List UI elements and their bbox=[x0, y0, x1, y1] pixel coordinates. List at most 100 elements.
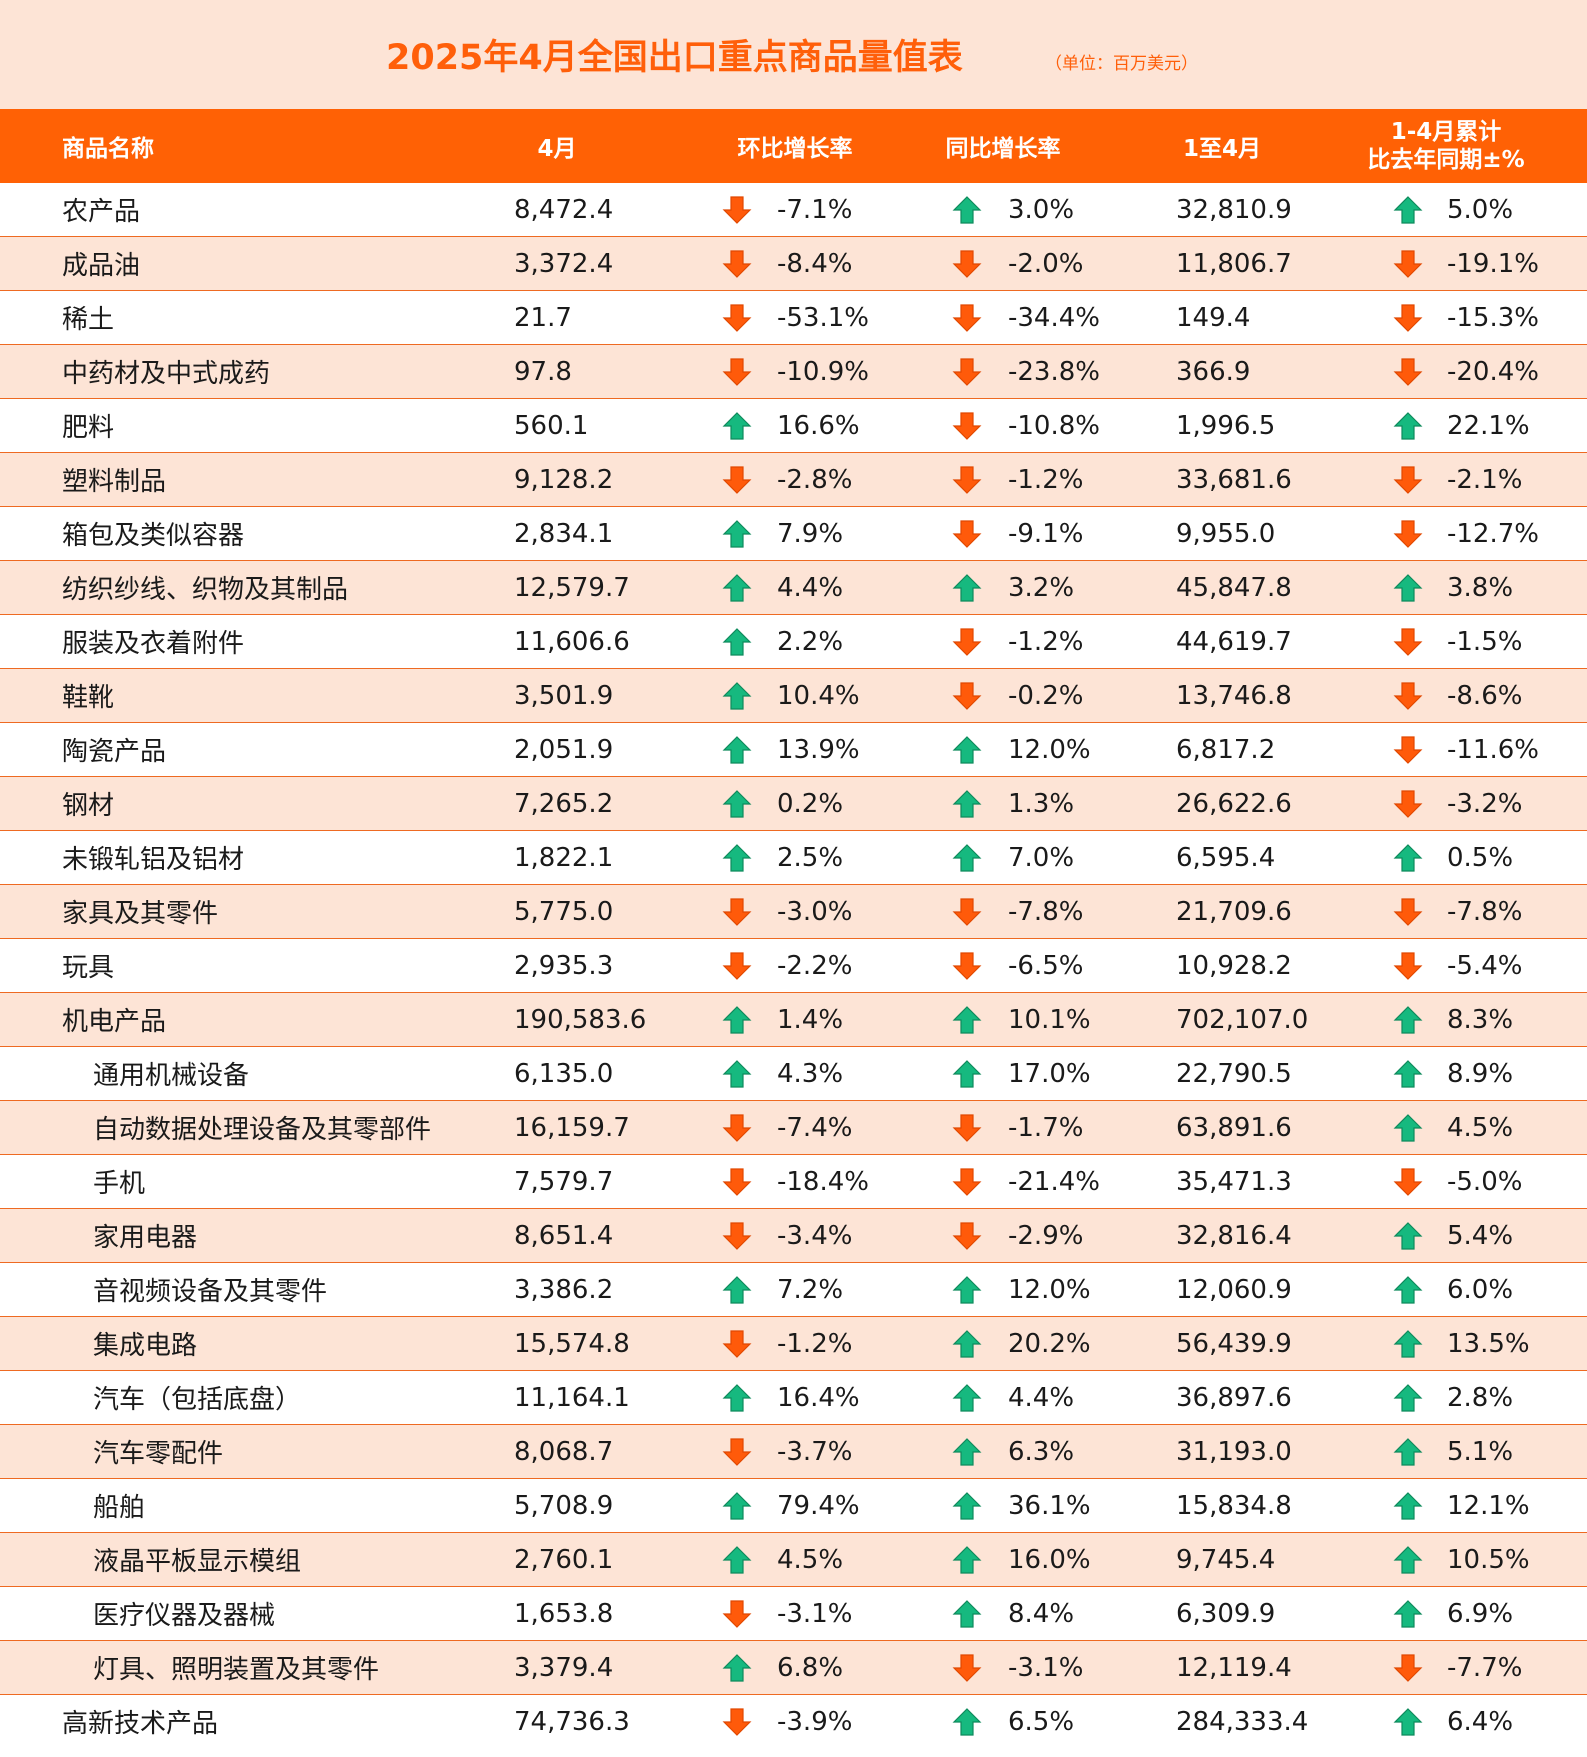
cum-change-arrow-up-icon bbox=[1393, 1491, 1423, 1521]
table-row: 高新技术产品 74,736.3 -3.9% 6.5% 284,333.4 6.4… bbox=[0, 1695, 1587, 1757]
yoy-arrow-up-icon bbox=[952, 1383, 982, 1413]
table-row: 汽车（包括底盘） 11,164.1 16.4% 4.4% 36,897.6 2.… bbox=[0, 1371, 1587, 1425]
cum-change-rate: -12.7% bbox=[1447, 518, 1539, 549]
table-row: 汽车零配件 8,068.7 -3.7% 6.3% 31,193.0 5.1% bbox=[0, 1425, 1587, 1479]
mom-arrow-down-icon bbox=[722, 249, 752, 279]
cum-change-arrow-up-icon bbox=[1393, 1383, 1423, 1413]
cum-change-rate: 8.9% bbox=[1447, 1058, 1514, 1089]
product-name: 玩具 bbox=[62, 953, 115, 983]
mom-arrow-down-icon bbox=[722, 1707, 752, 1737]
cum-change-rate: -20.4% bbox=[1447, 356, 1539, 387]
page-title: 2025年4月全国出口重点商品量值表 bbox=[386, 38, 963, 78]
yoy-arrow-up-icon bbox=[952, 1275, 982, 1305]
april-value: 3,501.9 bbox=[514, 680, 614, 711]
cumulative-value: 36,897.6 bbox=[1176, 1382, 1292, 1413]
table-row: 集成电路 15,574.8 -1.2% 20.2% 56,439.9 13.5% bbox=[0, 1317, 1587, 1371]
cumulative-value: 32,816.4 bbox=[1176, 1220, 1292, 1251]
yoy-rate: 3.0% bbox=[1008, 194, 1075, 225]
yoy-arrow-up-icon bbox=[952, 735, 982, 765]
table-row: 稀土 21.7 -53.1% -34.4% 149.4 -15.3% bbox=[0, 291, 1587, 345]
april-value: 8,068.7 bbox=[514, 1436, 614, 1467]
mom-arrow-up-icon bbox=[722, 1275, 752, 1305]
product-name: 家用电器 bbox=[93, 1223, 198, 1253]
april-value: 8,651.4 bbox=[514, 1220, 614, 1251]
yoy-rate: 17.0% bbox=[1008, 1058, 1091, 1089]
product-name: 陶瓷产品 bbox=[62, 737, 167, 767]
april-value: 16,159.7 bbox=[514, 1112, 630, 1143]
cum-change-rate: 5.4% bbox=[1447, 1220, 1514, 1251]
table-row: 液晶平板显示模组 2,760.1 4.5% 16.0% 9,745.4 10.5… bbox=[0, 1533, 1587, 1587]
cumulative-value: 31,193.0 bbox=[1176, 1436, 1292, 1467]
mom-rate: -3.0% bbox=[777, 896, 853, 927]
mom-rate: -2.8% bbox=[777, 464, 853, 495]
header-mom: 环比增长率 bbox=[737, 136, 853, 162]
cum-change-rate: -5.4% bbox=[1447, 950, 1523, 981]
product-name: 未锻轧铝及铝材 bbox=[62, 845, 245, 875]
cum-change-arrow-up-icon bbox=[1393, 1599, 1423, 1629]
cum-change-arrow-up-icon bbox=[1393, 411, 1423, 441]
cumulative-value: 12,060.9 bbox=[1176, 1274, 1292, 1305]
cum-change-rate: 13.5% bbox=[1447, 1328, 1530, 1359]
april-value: 2,935.3 bbox=[514, 950, 614, 981]
cumulative-value: 33,681.6 bbox=[1176, 464, 1292, 495]
yoy-arrow-down-icon bbox=[952, 1113, 982, 1143]
mom-rate: 6.8% bbox=[777, 1652, 844, 1683]
cum-change-arrow-up-icon bbox=[1393, 1545, 1423, 1575]
yoy-rate: -23.8% bbox=[1008, 356, 1100, 387]
yoy-arrow-up-icon bbox=[952, 1599, 982, 1629]
header-cum-change-line1: 1-4月累计 bbox=[1390, 119, 1502, 145]
cum-change-rate: 22.1% bbox=[1447, 410, 1530, 441]
april-value: 1,822.1 bbox=[514, 842, 614, 873]
cum-change-arrow-up-icon bbox=[1393, 1707, 1423, 1737]
yoy-rate: 8.4% bbox=[1008, 1598, 1075, 1629]
export-table: 商品名称 4月 环比增长率 同比增长率 1至4月 1-4月累计 比去年同期±% … bbox=[0, 109, 1587, 1757]
cumulative-value: 22,790.5 bbox=[1176, 1058, 1292, 1089]
table-row: 音视频设备及其零件 3,386.2 7.2% 12.0% 12,060.9 6.… bbox=[0, 1263, 1587, 1317]
yoy-arrow-up-icon bbox=[952, 1707, 982, 1737]
yoy-rate: 3.2% bbox=[1008, 572, 1075, 603]
mom-arrow-up-icon bbox=[722, 1491, 752, 1521]
product-name: 钢材 bbox=[62, 791, 115, 821]
mom-rate: 2.2% bbox=[777, 626, 844, 657]
cum-change-arrow-up-icon bbox=[1393, 1275, 1423, 1305]
table-row: 陶瓷产品 2,051.9 13.9% 12.0% 6,817.2 -11.6% bbox=[0, 723, 1587, 777]
cumulative-value: 366.9 bbox=[1176, 356, 1251, 387]
product-name: 中药材及中式成药 bbox=[62, 359, 271, 389]
cumulative-value: 35,471.3 bbox=[1176, 1166, 1292, 1197]
cum-change-rate: -7.7% bbox=[1447, 1652, 1523, 1683]
cum-change-rate: -15.3% bbox=[1447, 302, 1539, 333]
april-value: 3,386.2 bbox=[514, 1274, 614, 1305]
yoy-rate: -1.7% bbox=[1008, 1112, 1084, 1143]
yoy-arrow-down-icon bbox=[952, 897, 982, 927]
mom-arrow-down-icon bbox=[722, 1437, 752, 1467]
april-value: 74,736.3 bbox=[514, 1706, 630, 1737]
april-value: 11,606.6 bbox=[514, 626, 630, 657]
mom-rate: 10.4% bbox=[777, 680, 860, 711]
yoy-arrow-down-icon bbox=[952, 357, 982, 387]
table-row: 通用机械设备 6,135.0 4.3% 17.0% 22,790.5 8.9% bbox=[0, 1047, 1587, 1101]
yoy-rate: 16.0% bbox=[1008, 1544, 1091, 1575]
yoy-arrow-down-icon bbox=[952, 1653, 982, 1683]
cumulative-value: 32,810.9 bbox=[1176, 194, 1292, 225]
cum-change-rate: -3.2% bbox=[1447, 788, 1523, 819]
cum-change-arrow-down-icon bbox=[1393, 627, 1423, 657]
yoy-arrow-up-icon bbox=[952, 1545, 982, 1575]
yoy-arrow-down-icon bbox=[952, 627, 982, 657]
product-name: 船舶 bbox=[93, 1493, 146, 1523]
mom-rate: -3.4% bbox=[777, 1220, 853, 1251]
cum-change-rate: -2.1% bbox=[1447, 464, 1523, 495]
yoy-rate: -9.1% bbox=[1008, 518, 1084, 549]
yoy-rate: 12.0% bbox=[1008, 1274, 1091, 1305]
cumulative-value: 63,891.6 bbox=[1176, 1112, 1292, 1143]
yoy-arrow-down-icon bbox=[952, 303, 982, 333]
mom-rate: 13.9% bbox=[777, 734, 860, 765]
cum-change-arrow-up-icon bbox=[1393, 1221, 1423, 1251]
mom-arrow-up-icon bbox=[722, 1653, 752, 1683]
cumulative-value: 45,847.8 bbox=[1176, 572, 1292, 603]
yoy-rate: 6.3% bbox=[1008, 1436, 1075, 1467]
mom-arrow-up-icon bbox=[722, 411, 752, 441]
header-cum: 1至4月 bbox=[1182, 136, 1261, 162]
cumulative-value: 10,928.2 bbox=[1176, 950, 1292, 981]
yoy-rate: 20.2% bbox=[1008, 1328, 1091, 1359]
table-row: 箱包及类似容器 2,834.1 7.9% -9.1% 9,955.0 -12.7… bbox=[0, 507, 1587, 561]
